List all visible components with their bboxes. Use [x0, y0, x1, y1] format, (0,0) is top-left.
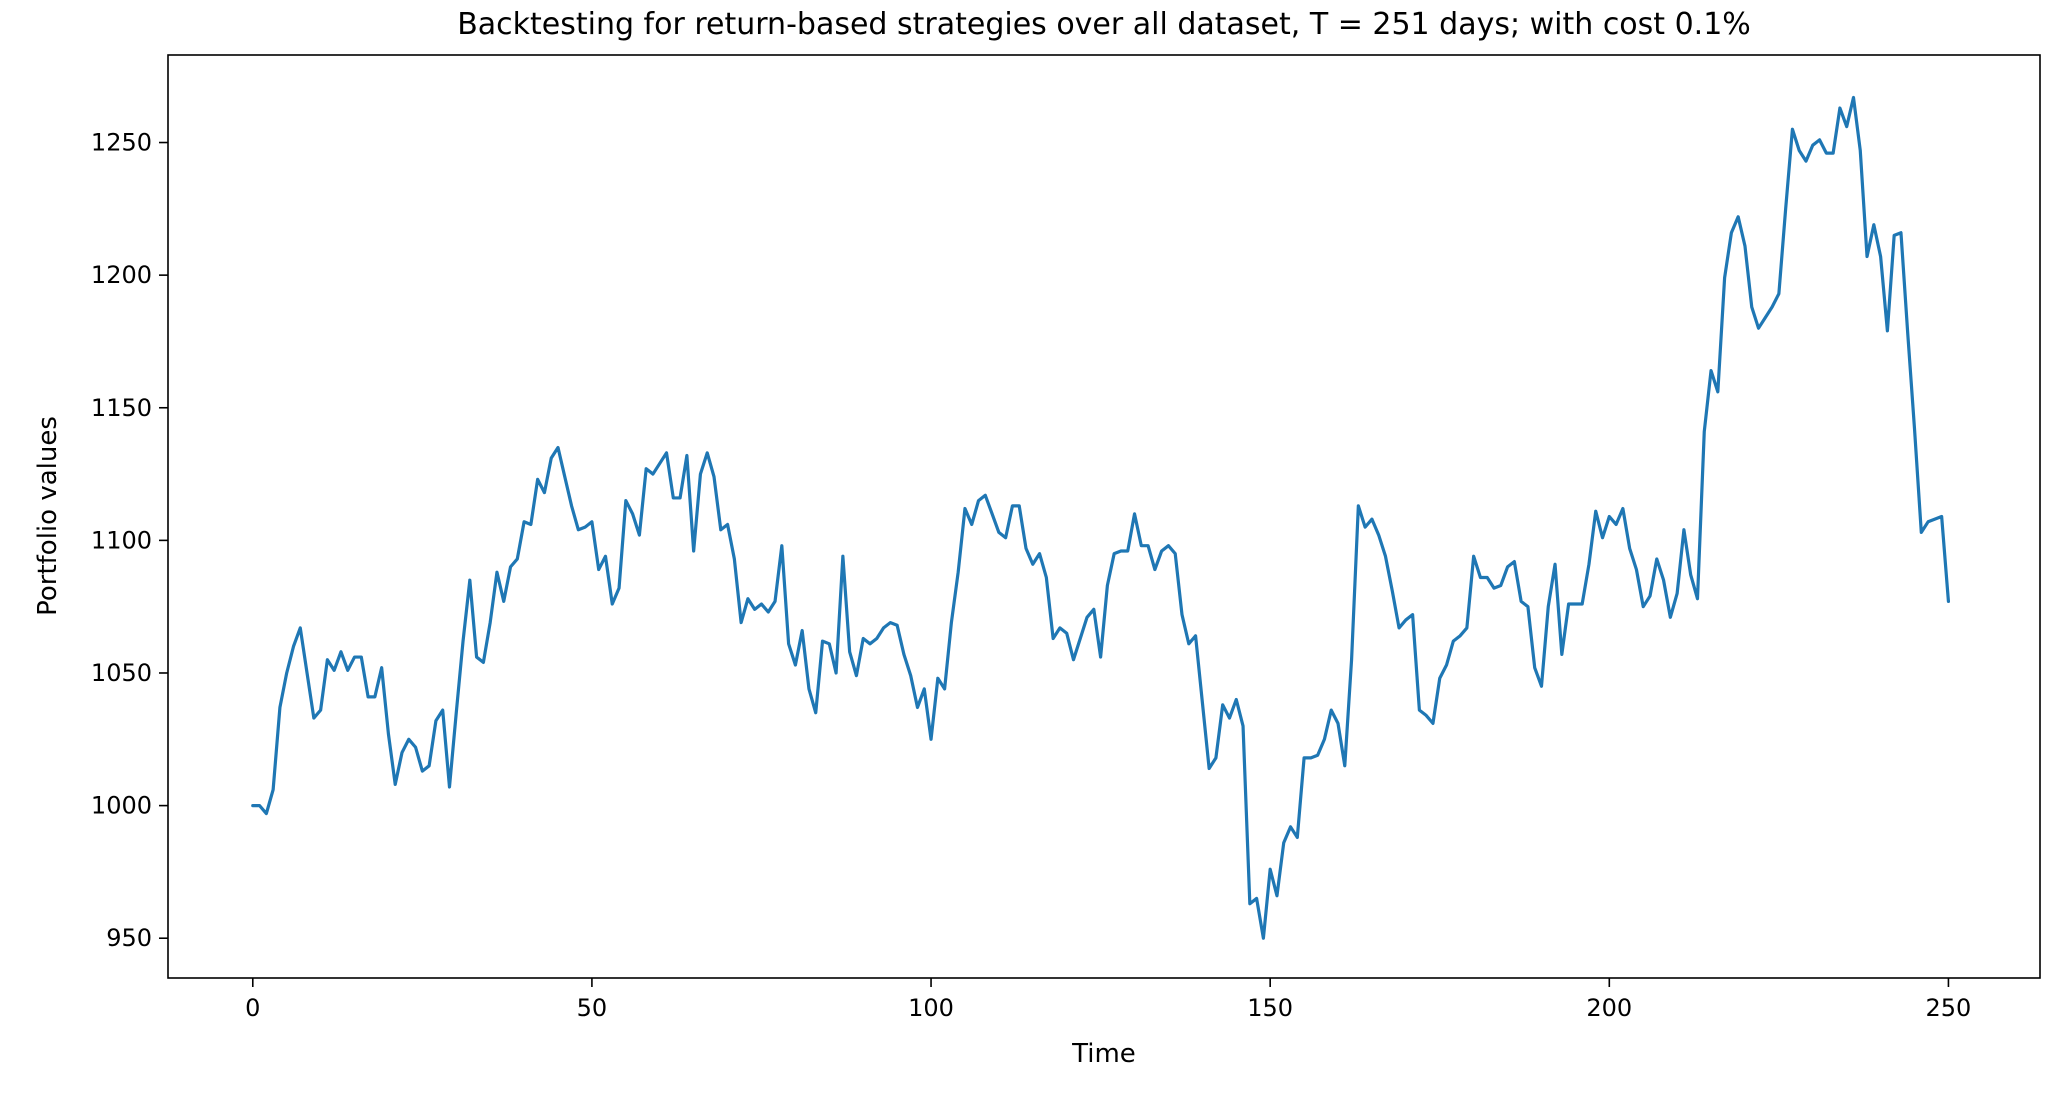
- chart-title: Backtesting for return-based strategies …: [457, 7, 1751, 42]
- y-tick-label: 1100: [91, 526, 152, 554]
- y-axis-ticks: 950 1000 1050 1100 1150 1200 1250: [91, 129, 168, 952]
- x-tick-label: 50: [577, 994, 608, 1022]
- y-tick-label: 1000: [91, 792, 152, 820]
- y-tick-label: 1200: [91, 261, 152, 289]
- portfolio-value-line: [251, 95, 1951, 940]
- y-tick-label: 950: [106, 924, 152, 952]
- y-tick-label: 1050: [91, 659, 152, 687]
- x-tick-label: 200: [1586, 994, 1632, 1022]
- x-tick-label: 100: [908, 994, 954, 1022]
- x-axis-label: Time: [1071, 1039, 1136, 1069]
- y-axis-label: Portfolio values: [33, 416, 63, 616]
- plot-area-frame: [167, 54, 2041, 979]
- y-tick-label: 1250: [91, 129, 152, 157]
- x-axis-ticks: 0 50 100 150 200 250: [245, 978, 1971, 1022]
- x-tick-label: 0: [245, 994, 260, 1022]
- x-tick-label: 150: [1247, 994, 1293, 1022]
- y-tick-label: 1150: [91, 394, 152, 422]
- x-tick-label: 250: [1926, 994, 1972, 1022]
